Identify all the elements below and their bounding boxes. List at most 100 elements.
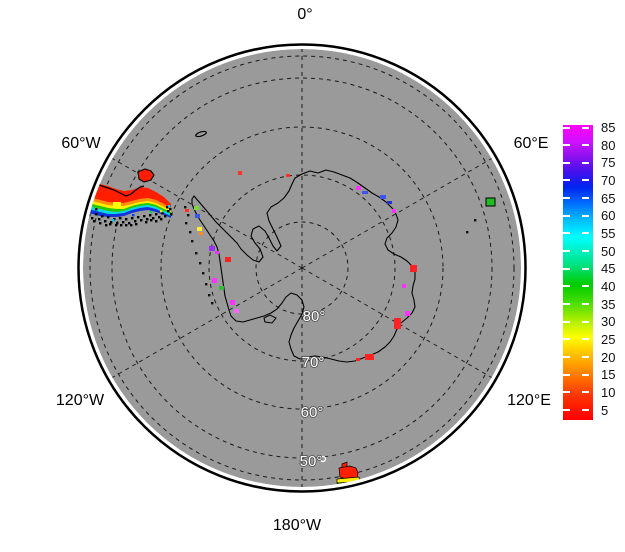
weddell-speckle-20 — [149, 214, 152, 217]
weddell-speckle-21 — [152, 217, 155, 220]
weddell-speckle-18 — [143, 215, 146, 218]
black-speck-2 — [185, 222, 188, 225]
latitude-circle-2 — [160, 126, 444, 410]
weddell-speckle-10 — [119, 217, 122, 220]
colorbar-tick-mark-45-1 — [582, 267, 589, 270]
colorbar-tick-label-40: 40 — [601, 278, 616, 294]
black-speck-11 — [474, 219, 477, 222]
weddell-color-bit-4 — [168, 205, 171, 208]
colorbar-tick-mark-10-1 — [582, 391, 589, 394]
weddell-color-bit-1 — [132, 214, 135, 217]
weddell-speckle-42 — [166, 206, 169, 209]
black-speck-5 — [195, 252, 198, 255]
longitude-label-60degW: 60°W — [61, 135, 101, 152]
weddell-speckle-22 — [155, 213, 158, 216]
weddell-speckle-31 — [125, 224, 128, 227]
antarctica-coastline — [191, 169, 416, 363]
colorbar-tick-label-70: 70 — [601, 172, 616, 188]
colorbar-tick-mark-55-0 — [563, 232, 570, 235]
weddell-speckle-26 — [167, 210, 170, 213]
colorbar-tick-label-15: 15 — [601, 367, 616, 383]
weddell-speckle-36 — [109, 223, 112, 226]
coast-ice-dot-22 — [394, 318, 401, 329]
meridian-line-120 — [301, 267, 494, 379]
coast-ice-dot-6 — [215, 251, 219, 254]
latitude-label-2: 60° — [301, 404, 324, 421]
colorbar-tick-mark-20-1 — [582, 356, 589, 359]
weddell-speckle-40 — [150, 219, 153, 222]
colorbar-tick-mark-80-0 — [563, 144, 570, 147]
boundary-gap-ring — [78, 44, 526, 492]
weddell-speckle-17 — [140, 219, 143, 222]
colorbar-tick-label-55: 55 — [601, 225, 616, 241]
coast-ice-dot-10 — [230, 300, 235, 305]
black-speck-12 — [466, 231, 469, 234]
colorbar-tick-mark-15-1 — [582, 373, 589, 376]
colorbar-tick-mark-20-0 — [563, 356, 570, 359]
weddell-speckle-14 — [131, 217, 134, 220]
black-speck-4 — [191, 240, 194, 243]
weddell-speckle-43 — [169, 208, 172, 211]
coast-ice-dot-11 — [234, 309, 239, 313]
latitude-circle-4 — [89, 55, 515, 481]
coast-ice-dot-1 — [194, 206, 199, 210]
colorbar-tick-mark-5-0 — [563, 409, 570, 411]
colorbar-tick-mark-15-0 — [563, 373, 570, 376]
colorbar-tick-mark-80-1 — [582, 144, 589, 147]
weddell-color-bit-2 — [150, 211, 153, 214]
map-boundary-circle — [77, 43, 527, 493]
colorbar-tick-label-10: 10 — [601, 384, 616, 400]
colorbar-tick-mark-30-1 — [582, 320, 589, 323]
colorbar-tick-label-5: 5 — [601, 402, 609, 418]
colorbar-tick-mark-30-0 — [563, 320, 570, 323]
black-speck-9 — [208, 294, 211, 297]
coast-ice-dot-21 — [405, 311, 410, 316]
coast-ice-dot-16 — [380, 195, 386, 199]
black-speck-0 — [184, 206, 187, 209]
longitude-label-180degW: 180°W — [272, 517, 322, 534]
meridian-line-240 — [110, 267, 303, 379]
weddell-band-1 — [84, 196, 171, 210]
weddell-speckle-15 — [134, 220, 137, 223]
weddell-speckle-23 — [158, 216, 161, 219]
weddell-band-3 — [84, 202, 171, 214]
colorbar-tick-label-80: 80 — [601, 137, 616, 153]
weddell-speckle-28 — [95, 208, 98, 211]
colorbar-gradient — [563, 125, 593, 420]
latitude-circle-3 — [111, 77, 493, 459]
colorbar-tick-mark-85-0 — [563, 126, 570, 129]
weddell-speckle-35 — [99, 222, 102, 225]
colorbar-tick-mark-60-0 — [563, 214, 570, 217]
coast-ice-dot-9 — [219, 286, 224, 290]
colorbar-tick-mark-60-1 — [582, 214, 589, 217]
colorbar-tick-mark-70-1 — [582, 179, 589, 182]
coast-ice-dot-2 — [195, 214, 200, 218]
weddell-speckle-34 — [155, 220, 158, 223]
colorbar-tick-mark-40-1 — [582, 285, 589, 288]
weddell-speckle-13 — [128, 222, 131, 225]
latitude-label-0: 80° — [303, 308, 326, 325]
colorbar-tick-mark-45-0 — [563, 267, 570, 270]
colorbar-tick-mark-5-1 — [582, 409, 589, 411]
coast-ice-dot-12 — [238, 171, 242, 175]
weddell-speckle-30 — [115, 224, 118, 227]
longitude-label-0deg: 0° — [297, 6, 313, 23]
colorbar-tick-mark-65-0 — [563, 197, 570, 200]
black-speck-8 — [205, 283, 208, 286]
colorbar-tick-mark-40-0 — [563, 285, 570, 288]
coast-ice-dot-18 — [392, 209, 396, 213]
weddell-speckle-1 — [91, 217, 94, 220]
colorbar-tick-mark-55-1 — [582, 232, 589, 235]
colorbar-tick-label-75: 75 — [601, 155, 616, 171]
weddell-speckle-3 — [98, 218, 101, 221]
coast-ice-dot-8 — [212, 278, 217, 283]
coast-ice-dot-0 — [185, 209, 189, 212]
black-speck-3 — [189, 231, 192, 234]
longitude-label-120degE: 120°E — [507, 392, 551, 409]
weddell-speckle-33 — [145, 221, 148, 224]
colorbar-tick-label-35: 35 — [601, 296, 616, 312]
weddell-speckle-5 — [104, 220, 107, 223]
coast-ice-dot-13 — [286, 174, 290, 177]
